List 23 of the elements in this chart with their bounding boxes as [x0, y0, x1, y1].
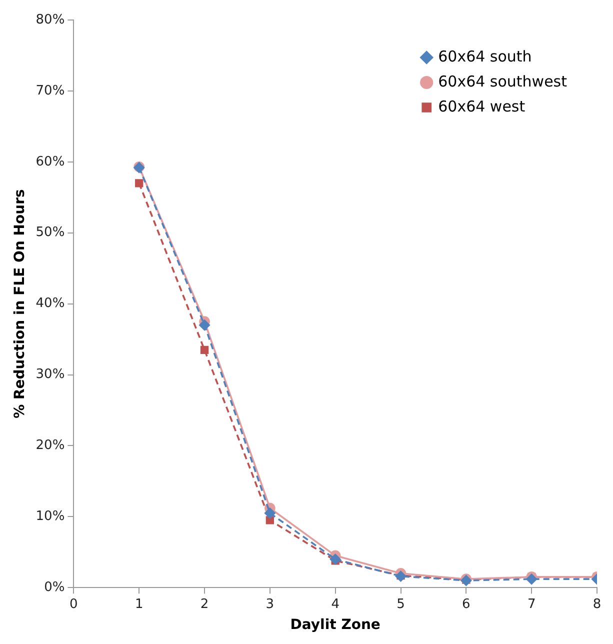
x-tick-label: 7 [527, 596, 536, 612]
x-tick-label: 1 [134, 596, 144, 612]
x-tick-label: 3 [266, 596, 274, 612]
x-tick-label: 0 [70, 596, 78, 612]
legend-label: 60x64 west [438, 97, 526, 116]
x-tick-label: 8 [592, 596, 602, 612]
y-tick-label: 40% [36, 296, 65, 312]
y-tick-label: 20% [36, 438, 65, 454]
legend-label: 60x64 southwest [438, 72, 568, 90]
y-axis-title: % Reduction in FLE On Hours [12, 189, 28, 418]
y-tick-label: 50% [36, 225, 65, 240]
x-tick-label: 2 [200, 596, 209, 612]
y-tick-label: 60% [36, 154, 65, 170]
legend-label: 60x64 south [438, 47, 532, 66]
y-tick-label: 30% [36, 367, 65, 382]
x-tick-label: 4 [331, 596, 340, 612]
x-tick-label: 6 [462, 596, 470, 612]
y-tick-label: 80% [36, 12, 65, 28]
y-tick-label: 10% [36, 509, 65, 524]
x-axis-title: Daylit Zone [290, 617, 380, 634]
y-tick-label: 0% [44, 580, 65, 595]
x-tick-label: 5 [396, 596, 405, 612]
y-tick-label: 70% [36, 83, 65, 98]
